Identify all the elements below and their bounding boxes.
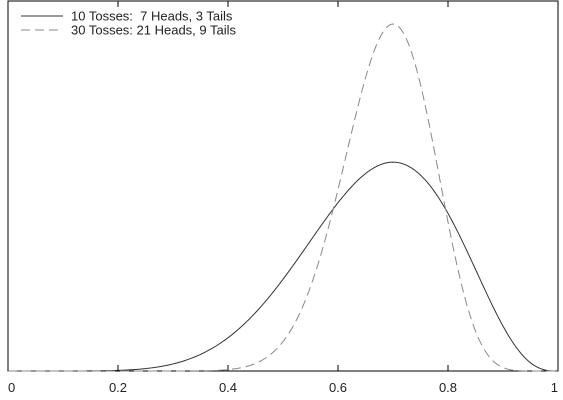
x-tick-label: 1 [551, 380, 558, 395]
x-tick-label: 0.2 [109, 380, 127, 395]
x-tick-label: 0.6 [329, 380, 347, 395]
x-axis-ticks: 0 0.2 0.4 0.6 0.8 1 [7, 1, 559, 395]
x-tick-label: 0.8 [439, 380, 457, 395]
x-tick-label: 0 [8, 380, 15, 395]
series-line-30-tosses [8, 23, 558, 372]
legend-label-30-tosses: 30 Tosses: 21 Heads, 9 Tails [71, 23, 237, 38]
series-line-10-tosses [8, 161, 558, 372]
plot-frame [7, 0, 559, 372]
x-tick-label: 0.4 [219, 380, 237, 395]
legend: 10 Tosses: 7 Heads, 3 Tails 30 Tosses: 2… [21, 9, 237, 38]
legend-label-10-tosses: 10 Tosses: 7 Heads, 3 Tails [71, 9, 233, 24]
